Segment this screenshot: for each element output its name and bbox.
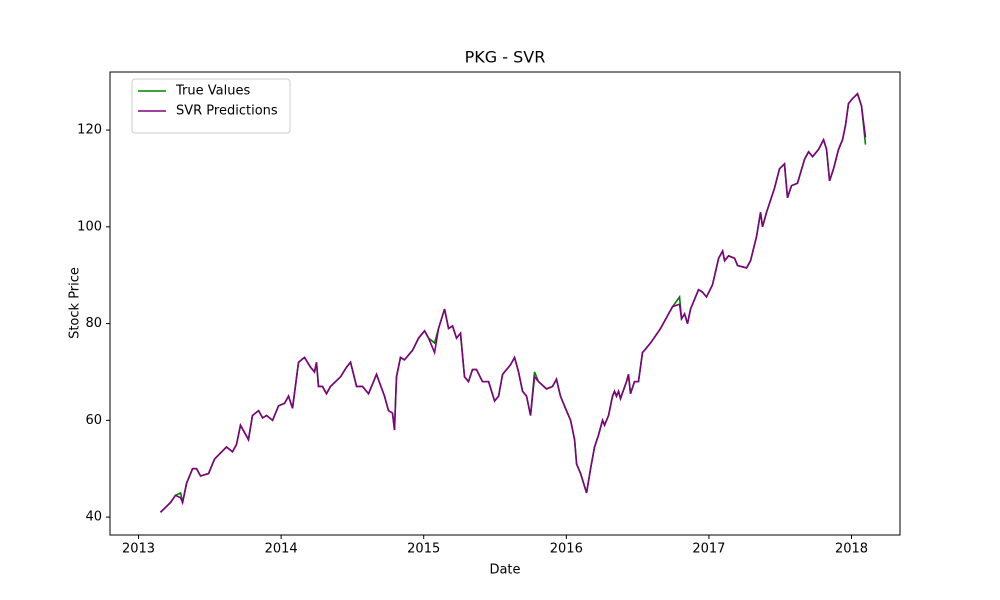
x-tick-label: 2016	[550, 542, 583, 557]
legend-label: True Values	[175, 84, 250, 99]
y-tick-label: 40	[85, 510, 102, 525]
chart-title: PKG - SVR	[465, 48, 546, 67]
y-tick-label: 100	[77, 219, 102, 234]
x-tick-label: 2014	[265, 542, 298, 557]
legend-box	[131, 78, 291, 134]
x-tick-label: 2018	[835, 542, 868, 557]
y-axis-label: Stock Price	[68, 267, 83, 339]
data-line	[159, 92, 867, 513]
x-tick-label: 2013	[122, 542, 155, 557]
x-axis-label: Date	[489, 563, 520, 578]
legend-label: SVR Predictions	[176, 104, 278, 119]
plot-frame	[109, 71, 901, 536]
x-tick-label: 2015	[407, 542, 440, 557]
y-tick-label: 120	[77, 123, 102, 138]
y-tick-label: 60	[85, 413, 102, 428]
data-line	[159, 92, 867, 513]
y-tick-label: 80	[85, 316, 102, 331]
x-tick-label: 2017	[692, 542, 725, 557]
